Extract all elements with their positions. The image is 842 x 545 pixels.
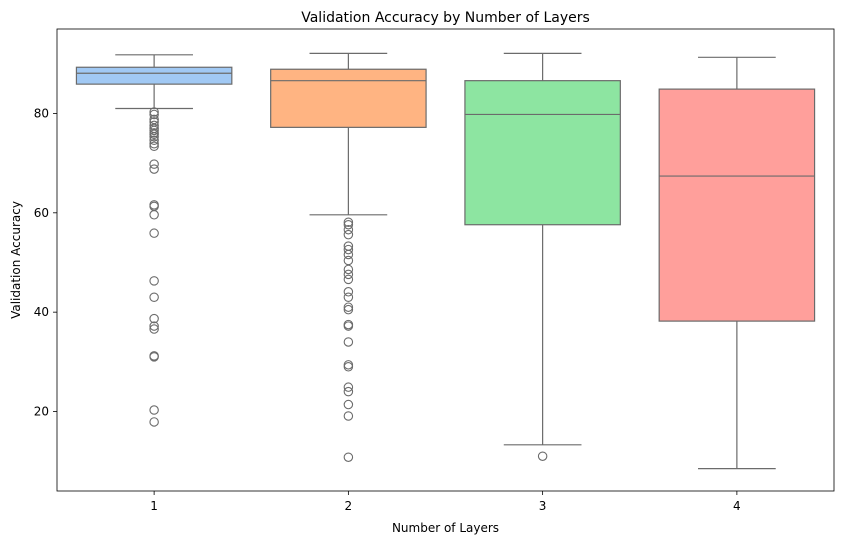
outlier-point — [149, 210, 159, 220]
box-iqr — [270, 68, 427, 128]
outlier-point — [149, 276, 159, 286]
outlier-point — [149, 321, 159, 331]
outlier-point — [343, 399, 354, 410]
outlier-point — [343, 362, 354, 372]
outlier-point — [343, 219, 354, 230]
box-iqr — [75, 66, 233, 85]
y-tick-label: 40 — [34, 305, 49, 319]
plot-area: 20 40 60 80 1 2 3 4 — [34, 52, 816, 513]
outlier-point — [343, 302, 354, 312]
outlier-point — [343, 224, 354, 235]
outlier-point — [343, 321, 354, 331]
outlier-point — [343, 229, 354, 240]
plot-frame — [56, 28, 835, 492]
outlier-point — [149, 109, 159, 120]
y-tick-label: 20 — [34, 405, 49, 419]
outlier-point — [149, 129, 159, 140]
x-tick-label: 2 — [345, 499, 353, 513]
outlier-point — [343, 304, 354, 315]
outlier-point — [149, 132, 159, 142]
outlier-point — [343, 287, 354, 297]
outlier-point — [343, 249, 354, 260]
outlier-point — [343, 382, 354, 392]
outlier-point — [149, 164, 159, 174]
outlier-point — [343, 411, 354, 421]
outlier-point — [537, 451, 548, 461]
outlier-point — [149, 139, 159, 149]
outlier-point — [149, 292, 159, 303]
box-iqr — [464, 80, 621, 226]
outlier-point — [149, 417, 159, 427]
outlier-point — [343, 386, 354, 397]
outlier-point — [149, 125, 159, 136]
outlier-point — [343, 452, 354, 462]
x-tick-label: 3 — [539, 499, 547, 513]
outlier-point — [149, 324, 159, 334]
outlier-point — [343, 360, 354, 370]
outlier-point — [149, 141, 159, 151]
outlier-point — [149, 228, 159, 238]
box-iqr — [658, 88, 816, 322]
outlier-point — [343, 264, 354, 275]
outlier-point — [149, 107, 159, 117]
y-tick-label: 80 — [34, 106, 49, 120]
outlier-point — [149, 405, 159, 415]
outlier-point — [343, 292, 354, 303]
outlier-point — [149, 313, 159, 324]
x-tick-label: 1 — [150, 499, 158, 513]
outlier-point — [343, 217, 354, 227]
outlier-point — [343, 255, 354, 266]
x-tick-label: 4 — [733, 499, 741, 513]
outlier-point — [149, 135, 159, 146]
outlier-point — [149, 352, 159, 362]
outlier-point — [343, 269, 354, 280]
chart-title: Validation Accuracy by Number of Layers — [301, 10, 590, 26]
outlier-point — [149, 159, 159, 169]
outlier-point — [343, 274, 354, 285]
x-axis-label: Number of Layers — [392, 521, 499, 535]
y-axis-label: Validation Accuracy — [9, 201, 23, 319]
y-tick-label: 60 — [34, 206, 49, 220]
outlier-point — [343, 337, 354, 347]
outlier-point — [343, 244, 354, 255]
